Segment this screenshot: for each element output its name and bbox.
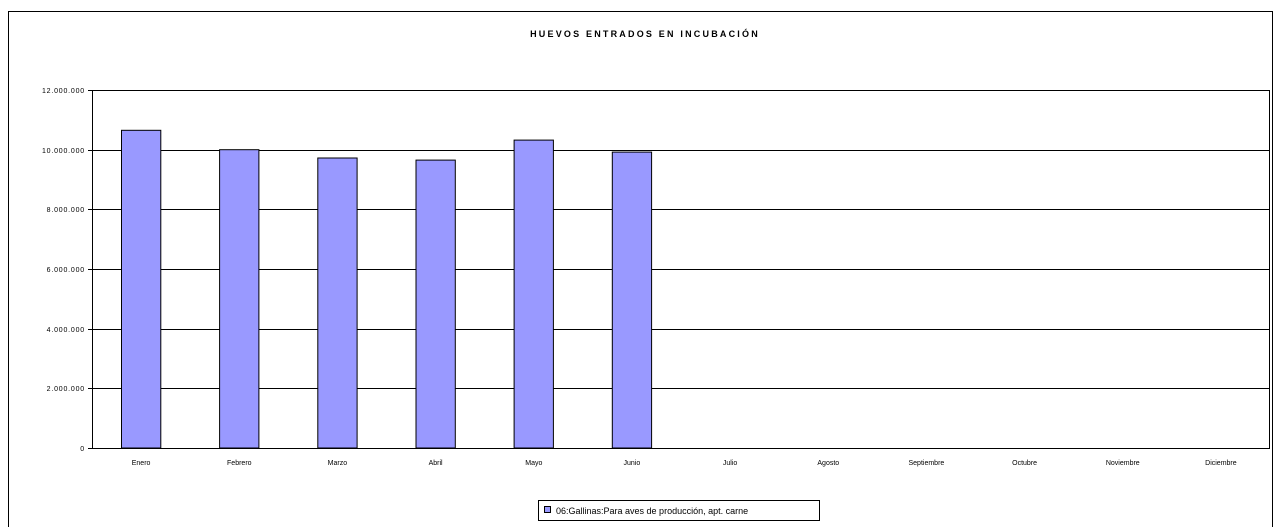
chart-title: HUEVOS ENTRADOS EN INCUBACIÓN xyxy=(530,28,760,39)
y-tick-label: 0 xyxy=(80,446,85,453)
x-tick-label: Diciembre xyxy=(1205,460,1237,467)
y-tick-label: 12.000.000 xyxy=(42,88,85,95)
legend: 06:Gallinas:Para aves de producción, apt… xyxy=(538,500,820,521)
x-tick-label: Noviembre xyxy=(1106,460,1140,467)
bar xyxy=(513,139,554,449)
y-axis-ticks: 0 2.000.000 4.000.000 6.000.000 8.000.000 10.… xyxy=(42,88,92,453)
x-tick-label: Septiembre xyxy=(909,460,945,467)
gridlines xyxy=(92,90,1270,389)
x-tick-label: Abril xyxy=(429,460,443,467)
bar xyxy=(317,157,358,449)
y-tick-label: 10.000.000 xyxy=(42,148,85,155)
bars xyxy=(121,129,653,449)
y-tick-label: 4.000.000 xyxy=(47,327,85,334)
bar xyxy=(121,129,162,449)
bar xyxy=(219,149,260,449)
x-tick-label: Agosto xyxy=(817,460,839,467)
x-tick-label: Junio xyxy=(624,460,641,467)
legend-label: 06:Gallinas:Para aves de producción, apt… xyxy=(556,506,748,516)
y-tick-label: 6.000.000 xyxy=(47,267,85,274)
bar xyxy=(611,151,653,449)
x-tick-label: Febrero xyxy=(227,460,252,467)
x-tick-label: Enero xyxy=(132,460,151,467)
bar xyxy=(415,159,456,449)
legend-swatch xyxy=(544,506,551,513)
y-tick-label: 8.000.000 xyxy=(47,207,85,214)
legend-box xyxy=(538,500,820,521)
x-tick-label: Mayo xyxy=(525,460,542,467)
x-axis-ticks: Enero Febrero Marzo Abril Mayo Junio Julio Agos… xyxy=(132,460,1237,467)
plot-border xyxy=(92,90,1270,449)
x-tick-label: Julio xyxy=(723,460,738,467)
x-tick-label: Octubre xyxy=(1012,460,1037,467)
x-tick-label: Marzo xyxy=(328,460,348,467)
y-tick-label: 2.000.000 xyxy=(47,386,85,393)
